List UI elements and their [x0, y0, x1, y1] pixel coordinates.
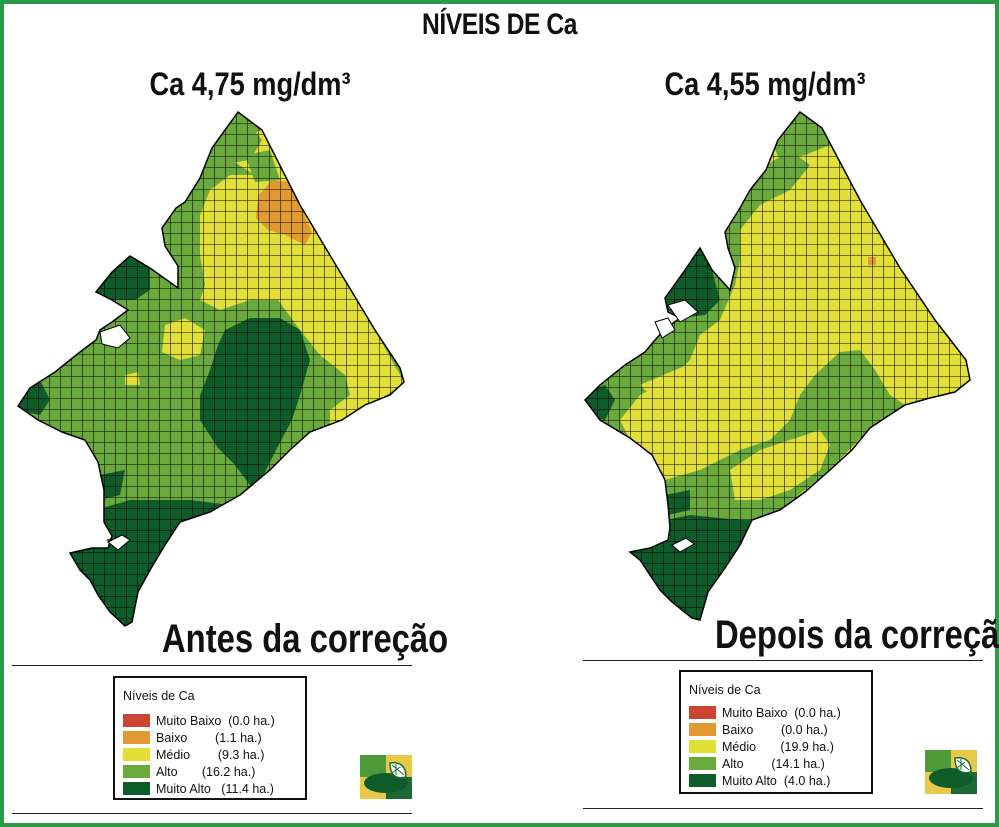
legend-label: Médio (9.3 ha.)	[156, 747, 265, 762]
right-map-caption: Depois da correção	[715, 613, 999, 657]
legend-item: Muito Alto (11.4 ha.)	[123, 781, 274, 796]
legend-label: Baixo (1.1 ha.)	[156, 730, 262, 745]
page-title: NÍVEIS DE Ca	[421, 8, 578, 41]
left-divider-top	[12, 665, 412, 666]
legend-swatch	[123, 731, 150, 744]
legend-swatch	[689, 706, 716, 719]
legend-label: Muito Alto (11.4 ha.)	[156, 781, 274, 796]
legend-item: Alto (14.1 ha.)	[689, 756, 825, 771]
legend-label: Muito Alto (4.0 ha.)	[722, 773, 831, 788]
legend-title: Níveis de Ca	[689, 683, 761, 697]
legend-item: Muito Alto (4.0 ha.)	[689, 773, 830, 788]
legend-item: Alto (16.2 ha.)	[123, 764, 255, 779]
legend-item: Médio (9.3 ha.)	[123, 747, 264, 762]
legend-item: Baixo (0.0 ha.)	[689, 722, 828, 737]
legend-swatch	[689, 740, 716, 753]
legend-swatch	[123, 765, 150, 778]
leaf-logo-icon	[925, 750, 977, 794]
legend-item: Muito Baixo (0.0 ha.)	[123, 713, 275, 728]
right-divider-bottom	[583, 808, 983, 809]
legend-swatch	[123, 782, 150, 795]
legend-swatch	[689, 757, 716, 770]
left-divider-bottom	[12, 813, 412, 814]
legend-label: Alto (14.1 ha.)	[722, 756, 825, 771]
right-legend: Níveis de Ca Muito Baixo (0.0 ha.) Baixo…	[679, 670, 873, 794]
legend-item: Muito Baixo (0.0 ha.)	[689, 705, 841, 720]
legend-label: Médio (19.9 ha.)	[722, 739, 834, 754]
legend-title: Níveis de Ca	[123, 689, 195, 703]
left-map-caption: Antes da correção	[162, 617, 449, 661]
legend-label: Muito Baixo (0.0 ha.)	[156, 713, 275, 728]
legend-swatch	[689, 723, 716, 736]
legend-label: Baixo (0.0 ha.)	[722, 722, 828, 737]
legend-swatch	[689, 774, 716, 787]
left-legend: Níveis de Ca Muito Baixo (0.0 ha.) Baixo…	[113, 676, 307, 800]
legend-label: Muito Baixo (0.0 ha.)	[722, 705, 841, 720]
legend-item: Baixo (1.1 ha.)	[123, 730, 262, 745]
right-divider-top	[583, 660, 983, 661]
legend-item: Médio (19.9 ha.)	[689, 739, 834, 754]
left-map-subtitle: Ca 4,75 mg/dm³	[149, 66, 351, 102]
legend-swatch	[123, 714, 150, 727]
leaf-logo-icon	[360, 755, 412, 799]
legend-swatch	[123, 748, 150, 761]
legend-label: Alto (16.2 ha.)	[156, 764, 256, 779]
right-map-subtitle: Ca 4,55 mg/dm³	[664, 66, 866, 102]
